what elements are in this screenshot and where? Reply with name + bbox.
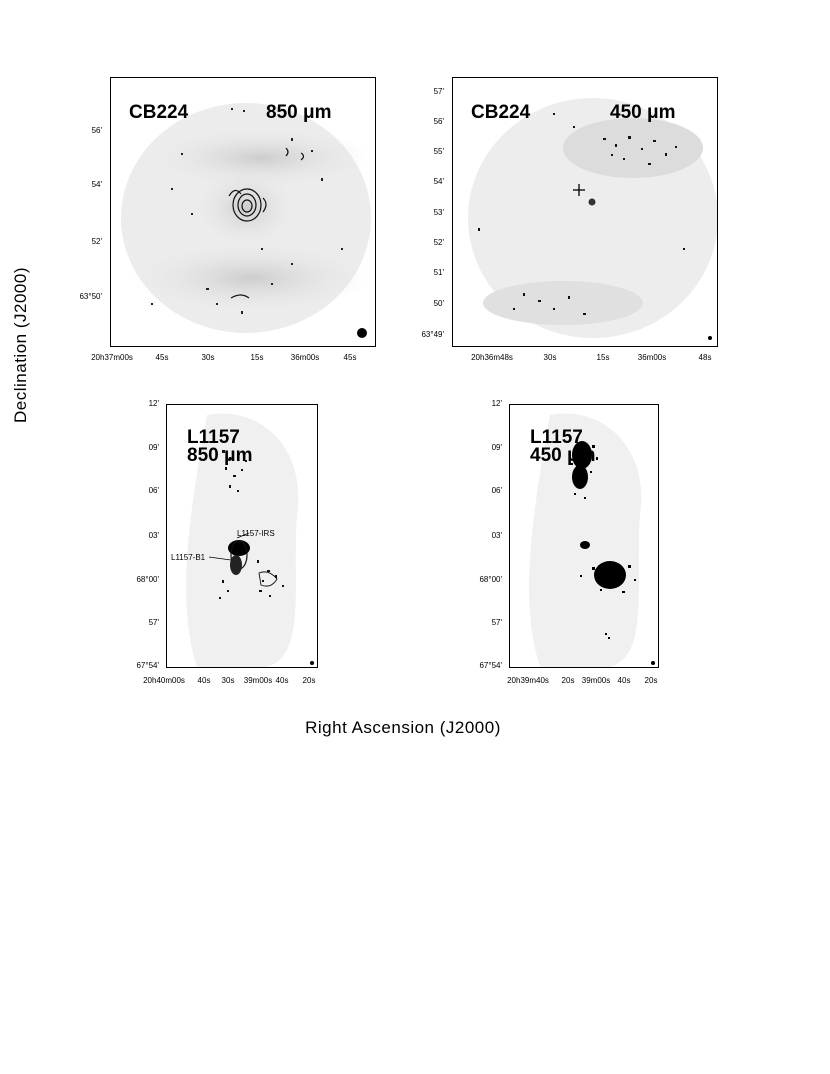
cb224-850-xtick: 36m00s	[290, 353, 320, 362]
l1157-850-ytick: 03'	[148, 531, 159, 540]
l1157-450-ytick: 09'	[491, 443, 502, 452]
declination-axis-label: Declination (J2000)	[11, 267, 30, 423]
cb224-450-xtick: 36m00s	[637, 353, 667, 362]
cb224-850-ytick: 52'	[91, 237, 102, 246]
panel-cb224-450: CB224 450 μm	[452, 77, 718, 347]
l1157-850-core	[228, 540, 250, 575]
panel-cb224-850: CB224 850 μm	[110, 77, 376, 347]
cb224-850-xtick: 20h37m00s	[91, 353, 133, 362]
l1157-irs-annotation: L1157-IRS	[237, 529, 275, 538]
l1157-850-xtick: 40s	[275, 676, 289, 685]
cb224-450-ytick: 56'	[433, 117, 444, 126]
cb224-850-ytick: 63°50'	[79, 292, 102, 301]
cb224-850-beam-marker	[357, 328, 367, 338]
cb224-850-xtick: 15s	[250, 353, 264, 362]
cb224-850-noise	[151, 108, 343, 314]
cb224-450-ytick: 63°49'	[421, 330, 444, 339]
cb224-450-ytick: 51'	[433, 268, 444, 277]
l1157-450-ytick: 67°54'	[479, 661, 502, 670]
l1157-850-intensity-map	[186, 413, 299, 667]
cb224-450-wavelength-label: 450 μm	[610, 102, 676, 123]
cb224-850-ytick: 54'	[91, 180, 102, 189]
l1157-450-xtick: 20s	[644, 676, 658, 685]
cb224-450-xtick: 20h36m48s	[471, 353, 513, 362]
l1157-850-ytick: 09'	[148, 443, 159, 452]
l1157-850-source-label: L1157	[187, 427, 240, 448]
l1157-450-xtick: 39m00s	[581, 676, 611, 685]
l1157-450-xtick: 40s	[617, 676, 631, 685]
l1157-850-ytick: 57'	[148, 618, 159, 627]
panel-l1157-850: L1157 850 μm L1157-IRS L1157-B1	[166, 404, 318, 668]
cb224-450-crosshair	[573, 184, 585, 196]
l1157-450-xtick: 20h39m40s	[507, 676, 549, 685]
cb224-450-intensity-map	[468, 98, 717, 338]
cb224-450-ytick: 52'	[433, 238, 444, 247]
cb224-450-noise	[478, 113, 685, 315]
l1157-850-xtick: 30s	[221, 676, 235, 685]
cb224-450-ytick: 53'	[433, 208, 444, 217]
cb224-850-source-label: CB224	[129, 102, 189, 123]
l1157-850-wavelength-label: 850 μm	[187, 445, 253, 466]
panel-l1157-450: L1157 450 μm	[509, 404, 659, 668]
l1157-450-ytick: 57'	[491, 618, 502, 627]
l1157-850-beam-marker	[310, 661, 314, 665]
cb224-850-ytick: 56'	[91, 126, 102, 135]
l1157-450-xtick: 20s	[561, 676, 575, 685]
l1157-450-ytick: 06'	[491, 486, 502, 495]
cb224-450-core-marker	[588, 198, 596, 206]
l1157-450-ytick: 03'	[491, 531, 502, 540]
cb224-450-beam-marker	[708, 336, 712, 340]
l1157-850-north-lobe	[222, 450, 247, 492]
cb224-450-xtick: 30s	[543, 353, 557, 362]
l1157-850-xtick: 39m00s	[243, 676, 273, 685]
cb224-450-xtick: 15s	[596, 353, 610, 362]
l1157-450-north-lobe	[570, 441, 598, 499]
cb224-850-contours	[228, 147, 305, 299]
l1157-850-xtick: 20s	[302, 676, 316, 685]
l1157-850-ytick: 67°54'	[136, 661, 159, 670]
cb224-850-wavelength-label: 850 μm	[266, 102, 332, 123]
right-ascension-axis-label: Right Ascension (J2000)	[305, 718, 501, 737]
l1157-450-intensity-map	[529, 413, 642, 667]
cb224-850-intensity-map	[121, 103, 371, 333]
l1157-450-beam-marker	[651, 661, 655, 665]
cb224-450-ytick: 55'	[433, 147, 444, 156]
cb224-850-xtick: 45s	[343, 353, 357, 362]
l1157-450-ytick: 12'	[491, 399, 502, 408]
l1157-450-wavelength-label: 450 μm	[530, 445, 596, 466]
l1157-850-south-lobe	[219, 560, 284, 599]
cb224-450-source-label: CB224	[471, 102, 531, 123]
l1157-450-source-label: L1157	[530, 427, 583, 448]
cb224-450-ytick: 57'	[433, 87, 444, 96]
cb224-450-ytick: 54'	[433, 177, 444, 186]
l1157-850-ytick: 06'	[148, 486, 159, 495]
l1157-850-ytick: 12'	[148, 399, 159, 408]
cb224-450-xtick: 48s	[698, 353, 712, 362]
cb224-450-ytick: 50'	[433, 299, 444, 308]
l1157-850-xtick: 20h40m00s	[143, 676, 185, 685]
l1157-850-ytick: 68°00'	[136, 575, 159, 584]
cb224-850-xtick: 45s	[155, 353, 169, 362]
l1157-450-core	[580, 541, 590, 549]
l1157-450-south-lobe	[580, 561, 636, 639]
l1157-b1-annotation: L1157-B1	[171, 553, 206, 562]
l1157-850-xtick: 40s	[197, 676, 211, 685]
cb224-850-xtick: 30s	[201, 353, 215, 362]
l1157-450-ytick: 68°00'	[479, 575, 502, 584]
